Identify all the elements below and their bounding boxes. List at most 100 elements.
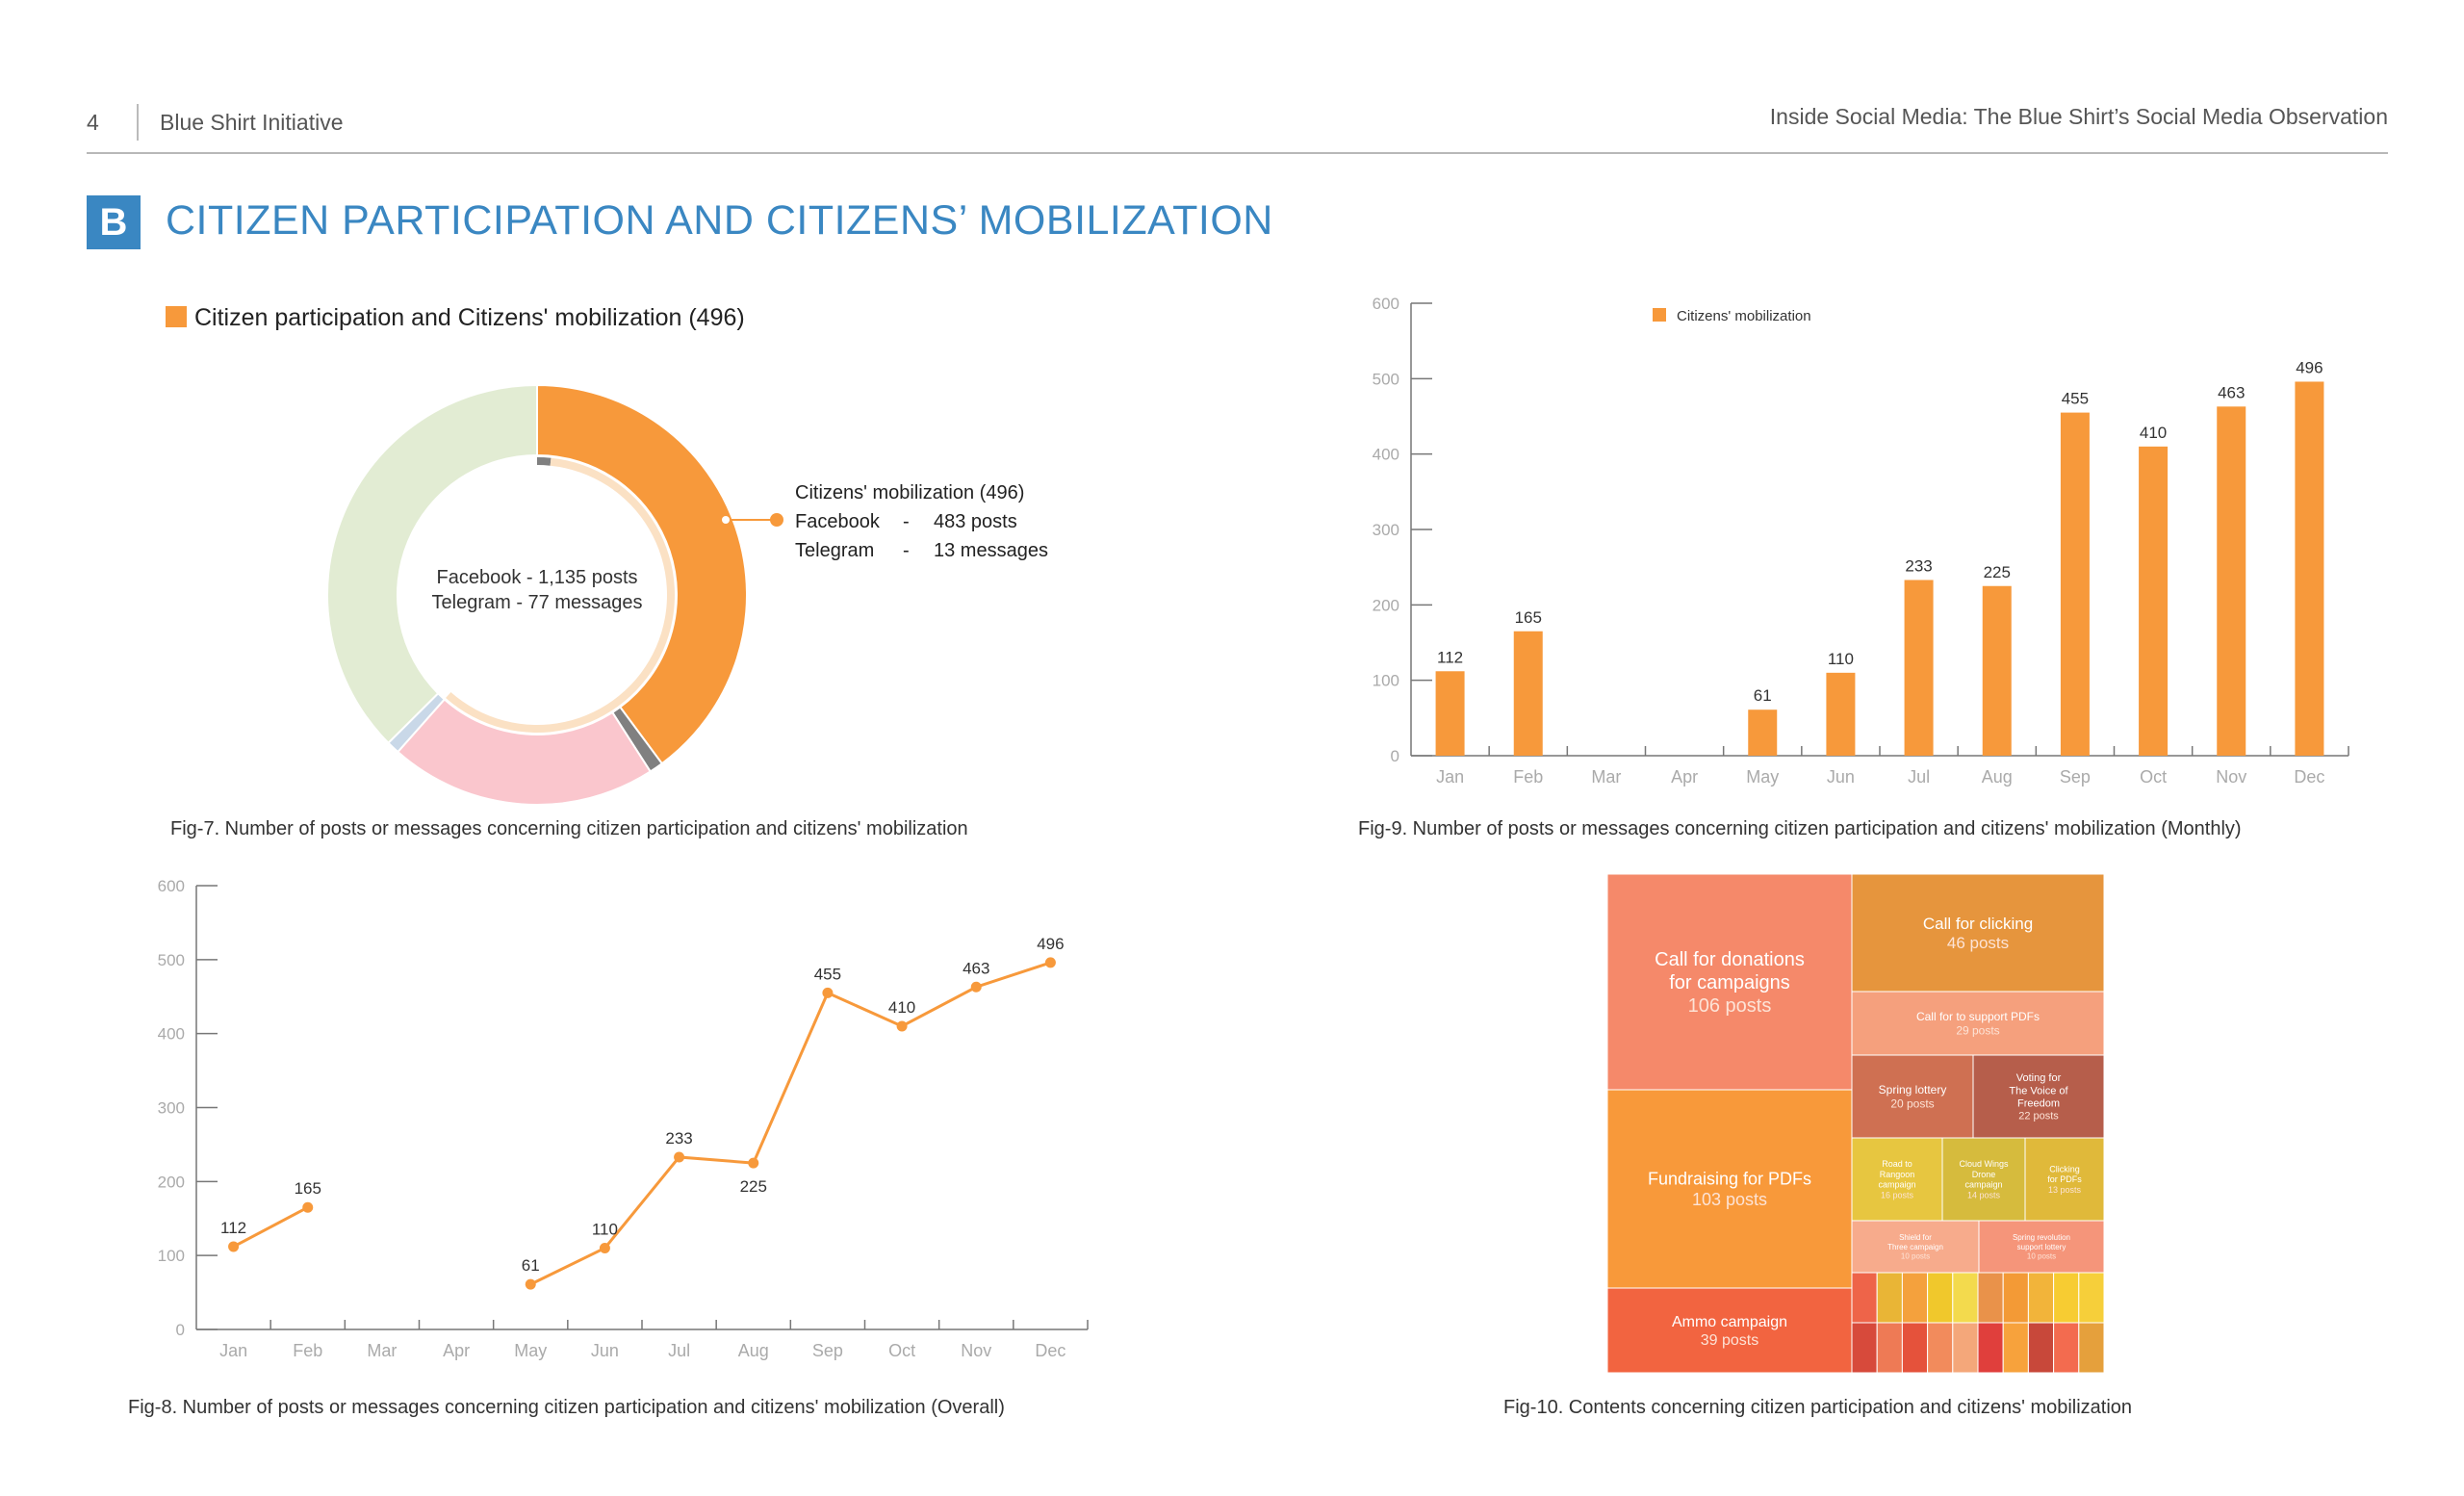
fig9-xtick-label-8: Sep: [2060, 767, 2091, 787]
fig8-line-chart: 0 100 200 300 400 500 600 Jan Feb Mar Apr May Jun Jul…: [158, 877, 1089, 1360]
fig10-tile-0: [1607, 874, 1853, 1091]
fig9-bar-label-9: 410: [2140, 424, 2167, 442]
fig10-small-tile-18: [2053, 1322, 2080, 1373]
fig9-ytick-label-5: 500: [1373, 370, 1399, 388]
fig8-xtick-label-8: Sep: [812, 1341, 843, 1360]
fig10-small-tile-11: [1876, 1322, 1903, 1373]
fig10-tile-title-7-2: campaign: [1878, 1180, 1915, 1190]
fig9-bar-oct: [2139, 446, 2169, 756]
fig8-point-label-4: 61: [522, 1256, 540, 1275]
fig10-tile-5: [1851, 1054, 1974, 1139]
fig10-tile-value-1: 103 posts: [1692, 1190, 1767, 1209]
fig7-callout-platform-0: Facebook: [795, 511, 881, 532]
fig9-bar-aug: [1982, 585, 2012, 756]
fig10-tile-2: [1607, 1287, 1853, 1373]
fig10-tile-title-1-0: Fundraising for PDFs: [1648, 1170, 1811, 1189]
fig9-bar-jul: [1904, 580, 1934, 756]
fig10-tile-title-3-0: Call for clicking: [1923, 915, 2033, 933]
fig9-bar-dec: [2295, 381, 2324, 756]
fig8-series-line-1: [529, 961, 1051, 1286]
fig7-center-line2: Telegram - 77 messages: [432, 592, 643, 613]
fig9-bar-label-4: 61: [1754, 686, 1772, 705]
fig10-tile-title-0-1: for campaigns: [1669, 972, 1790, 993]
fig9-bar-label-8: 455: [2062, 390, 2089, 408]
fig7-outer-slice-0: [536, 383, 748, 765]
fig9-ytick-label-1: 100: [1373, 672, 1399, 690]
fig8-xtick-label-11: Dec: [1035, 1341, 1065, 1360]
fig8-point-label-5: 110: [592, 1220, 618, 1238]
fig10-tile-title-11-0: Spring revolution: [2013, 1233, 2070, 1242]
fig10-tile-1: [1607, 1089, 1853, 1289]
fig9-xtick-label-4: May: [1746, 767, 1779, 787]
fig10-tile-9: [2024, 1137, 2105, 1222]
fig8-point-label-1: 165: [295, 1179, 321, 1198]
fig10-small-tile-13: [1927, 1322, 1954, 1373]
fig8-point-jul: [674, 1151, 685, 1163]
fig7-callout-value-0: 483 posts: [934, 511, 1017, 532]
fig9-bar-jun: [1826, 672, 1856, 756]
fig9-ytick-label-0: 0: [1391, 747, 1399, 765]
fig8-xtick-label-10: Nov: [961, 1341, 991, 1360]
fig9-bar-label-10: 463: [2218, 383, 2245, 401]
fig10-small-tile-12: [1901, 1322, 1929, 1373]
fig10-small-tile-10: [1851, 1322, 1878, 1373]
fig8-series-line-0: [232, 1205, 309, 1249]
fig10-tile-title-6-0: Voting for: [2016, 1072, 2062, 1084]
fig9-legend-swatch: [1653, 308, 1666, 322]
fig10-tile-3: [1851, 874, 2105, 993]
fig10-tile-title-0-0: Call for donations: [1655, 949, 1805, 970]
fig10-tile-8: [1941, 1137, 2026, 1222]
fig9-ytick-label-2: 200: [1373, 596, 1399, 614]
fig10-tile-6: [1972, 1054, 2105, 1139]
fig9-bar-label-0: 112: [1437, 648, 1463, 666]
fig8-ytick-label-5: 500: [158, 951, 185, 969]
fig7-callout-title: Citizens' mobilization (496): [795, 482, 1024, 503]
fig9-xtick-label-1: Feb: [1513, 767, 1543, 787]
fig8-point-label-6: 233: [665, 1129, 692, 1148]
fig7-callout-dot: [770, 513, 783, 527]
fig9-bar-label-11: 496: [2296, 358, 2323, 376]
fig9-bar-label-1: 165: [1515, 608, 1542, 627]
fig7-caption: Fig-7. Number of posts or messages conce…: [170, 818, 968, 839]
fig9-xtick-label-3: Apr: [1671, 767, 1698, 787]
fig8-point-sep: [822, 987, 834, 998]
page-number: 4: [87, 109, 99, 135]
fig10-tile-value-10: 10 posts: [1901, 1251, 1930, 1260]
fig8-xtick-label-2: Mar: [367, 1341, 397, 1360]
fig7-callout-start: [722, 516, 730, 524]
fig10-tile-11: [1978, 1220, 2105, 1274]
fig10-tile-title-4-0: Call for to support PDFs: [1916, 1010, 2040, 1023]
fig9-bar-feb: [1513, 631, 1543, 756]
fig10-tile-value-2: 39 posts: [1701, 1332, 1758, 1349]
fig10-small-tile-15: [1977, 1322, 2004, 1373]
fig10-tile-title-8-2: campaign: [1964, 1180, 2002, 1190]
fig8-point-jan: [228, 1241, 240, 1252]
fig10-small-tile-3: [1927, 1272, 1954, 1324]
fig8-point-may: [525, 1278, 536, 1290]
fig8-xtick-label-1: Feb: [293, 1341, 322, 1360]
fig10-small-tile-2: [1901, 1272, 1929, 1324]
fig10-tile-10: [1851, 1220, 1980, 1274]
fig10-tile-value-6: 22 posts: [2018, 1111, 2059, 1122]
fig7-center-line1: Facebook - 1,135 posts: [436, 567, 637, 588]
fig10-tile-title-6-2: Freedom: [2017, 1097, 2060, 1109]
fig10-tile-value-11: 10 posts: [2027, 1251, 2056, 1260]
fig10-tile-value-8: 14 posts: [1967, 1190, 2001, 1199]
fig8-point-label-7: 225: [740, 1177, 767, 1196]
fig10-tile-title-7-0: Road to: [1882, 1159, 1912, 1169]
fig9-ytick-label-6: 600: [1373, 295, 1399, 313]
fig8-ytick-label-4: 400: [158, 1025, 185, 1044]
fig7-callout-dash-1: -: [903, 540, 910, 561]
fig9-xtick-label-10: Nov: [2216, 767, 2246, 787]
fig9-bar-label-6: 233: [1905, 556, 1932, 575]
fig10-small-tile-19: [2078, 1322, 2105, 1373]
fig8-point-dec: [1044, 957, 1056, 968]
fig9-bar-may: [1748, 709, 1778, 756]
fig9-xtick-label-5: Jun: [1827, 767, 1855, 787]
fig8-ytick-label-2: 200: [158, 1173, 185, 1191]
fig9-xtick-label-6: Jul: [1908, 767, 1930, 787]
fig10-tile-title-11-1: support lottery: [2017, 1243, 2066, 1251]
fig10-tile-value-0: 106 posts: [1688, 995, 1772, 1017]
fig10-tile-title-10-0: Shield for: [1899, 1233, 1932, 1242]
